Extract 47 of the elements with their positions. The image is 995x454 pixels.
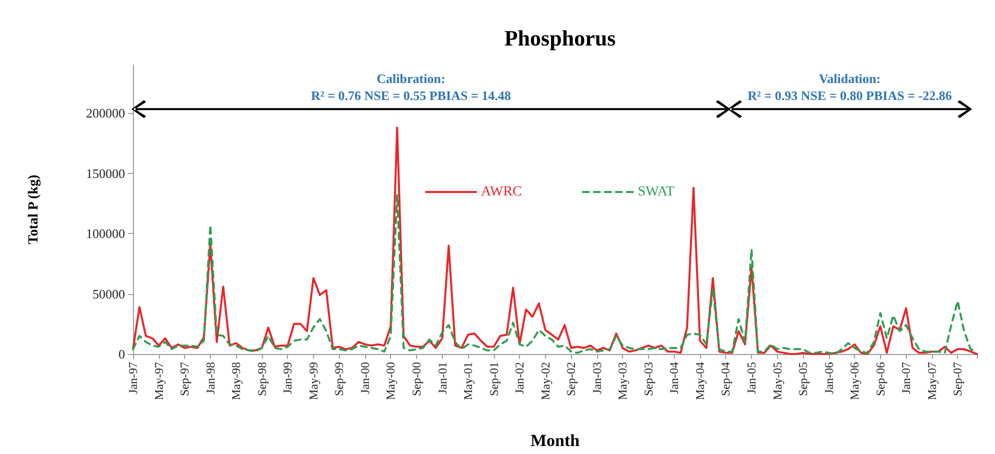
- x-tick-label: Jan-99: [280, 362, 295, 394]
- x-tick-label: Sep-05: [796, 362, 810, 396]
- y-tick-label: 0: [118, 346, 125, 362]
- annotation: R² = 0.93 NSE = 0.80 PBIAS = -22.86: [748, 88, 952, 104]
- x-tick-label: Jan-98: [203, 362, 218, 394]
- x-tick-label: Jan-02: [512, 362, 527, 394]
- x-tick-label: May-03: [616, 362, 630, 400]
- x-tick-label: May-07: [924, 362, 939, 400]
- x-tick-label: Sep-00: [409, 362, 424, 396]
- x-tick-label: Sep-04: [718, 362, 733, 396]
- annotation: Validation:: [818, 71, 881, 88]
- x-tick-label: Sep-99: [332, 362, 346, 396]
- y-tick-label: 150000: [86, 166, 125, 181]
- y-tick-label: 100000: [86, 226, 125, 242]
- x-tick-label: May-00: [384, 362, 398, 400]
- x-tick-label: Sep-02: [564, 362, 578, 396]
- x-tick-label: May-97: [152, 362, 166, 400]
- x-tick-label: May-02: [538, 362, 552, 400]
- legend-label: SWAT: [638, 184, 675, 200]
- annotation: Calibration:: [376, 71, 446, 88]
- x-tick-label: Jan-04: [667, 362, 682, 394]
- x-tick-label: Sep-07: [950, 362, 965, 396]
- x-tick-label: Sep-06: [873, 362, 888, 396]
- x-tick-label: May-99: [306, 362, 320, 400]
- annotation: R² = 0.76 NSE = 0.55 PBIAS = 14.48: [311, 88, 511, 104]
- x-tick-label: Sep-03: [641, 362, 656, 396]
- x-tick-label: Jan-05: [744, 362, 759, 394]
- x-tick-label: Jan-97: [126, 362, 140, 394]
- x-tick-label: Jan-01: [435, 362, 450, 394]
- x-tick-label: Jan-00: [358, 362, 372, 394]
- x-tick-label: Sep-01: [486, 362, 501, 396]
- x-tick-label: Jan-07: [899, 362, 914, 394]
- x-tick-label: Sep-97: [178, 362, 192, 396]
- legend-label: AWRC: [481, 184, 522, 200]
- y-axis-title: Total P (kg): [26, 174, 42, 244]
- x-tick-label: May-04: [692, 362, 707, 400]
- y-tick-label: 50000: [92, 286, 125, 302]
- x-tick-label: May-05: [770, 362, 784, 400]
- x-tick-label: Jan-03: [590, 362, 604, 394]
- y-tick-label: 200000: [86, 106, 125, 121]
- chart-title: Phosphorus: [504, 26, 616, 50]
- x-tick-label: May-98: [229, 362, 244, 400]
- x-tick-label: Jan-06: [822, 362, 836, 394]
- x-axis-title: Month: [530, 431, 580, 450]
- x-tick-label: Sep-98: [254, 362, 269, 396]
- x-tick-label: May-01: [461, 362, 476, 400]
- x-tick-label: May-06: [848, 362, 862, 400]
